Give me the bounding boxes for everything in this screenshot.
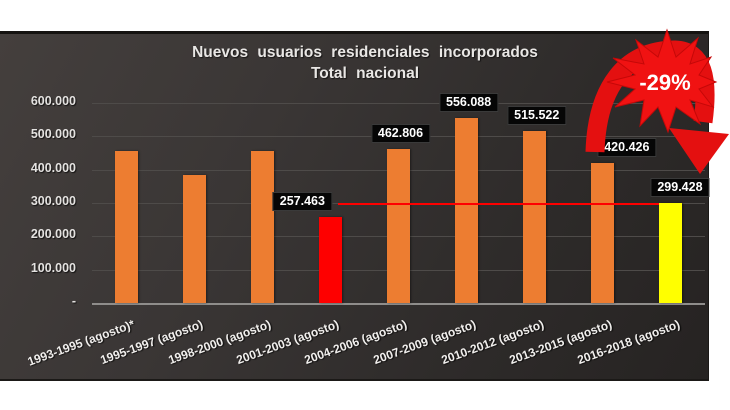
bar-1993-1995 [114, 151, 138, 303]
y-axis-tick-label: 400.000 [30, 160, 76, 175]
bar-2001-2003 [318, 217, 342, 303]
y-axis-tick-label: 300.000 [30, 194, 76, 208]
y-axis-tick-label: 100.000 [30, 260, 76, 275]
y-axis-tick-label: 200.000 [30, 227, 76, 242]
bar-2010-2012 [523, 131, 547, 303]
reference-line [338, 203, 660, 206]
data-label: 515.522 [507, 106, 567, 126]
chart-title-line2: Total nacional [310, 65, 420, 82]
bar-2016-2018 [659, 203, 683, 303]
y-axis-tick-label: 600.000 [30, 94, 76, 108]
data-label: 462.806 [370, 123, 431, 143]
bar-2004-2006 [387, 148, 410, 303]
x-axis-line [92, 303, 705, 305]
data-label: 556.088 [439, 92, 499, 112]
data-label: 257.463 [272, 192, 332, 212]
bar-2007-2009 [455, 117, 479, 303]
bar-2013-2015 [591, 162, 615, 303]
chart-title: Nuevos usuarios residenciales incorporad… [0, 42, 730, 84]
chart-title-line1: Nuevos usuarios residenciales incorporad… [192, 44, 538, 61]
data-label: 299.428 [650, 178, 710, 198]
data-label: 420.426 [597, 137, 657, 157]
bar-1995-1997 [182, 174, 206, 303]
y-axis-tick-label: - [71, 294, 76, 308]
gridline [92, 103, 705, 104]
bar-1998-2000 [250, 151, 274, 303]
y-axis-tick-label: 500.000 [30, 127, 76, 142]
